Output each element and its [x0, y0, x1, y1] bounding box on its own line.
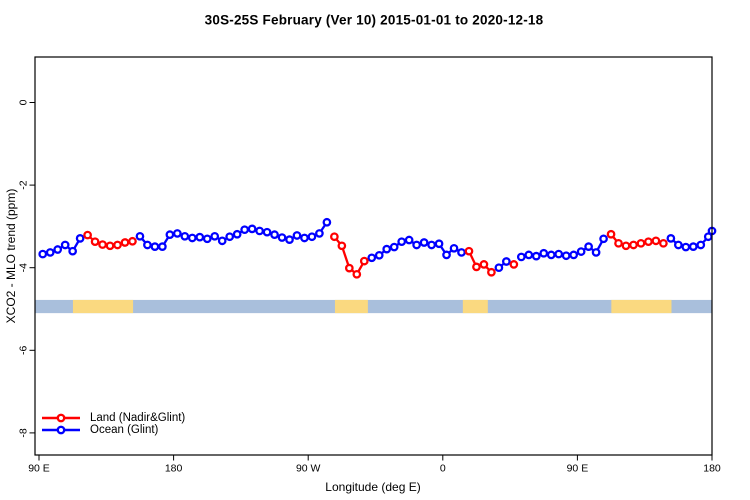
legend-item-ocean: Ocean (Glint) — [40, 424, 185, 436]
legend-label-ocean: Ocean (Glint) — [90, 424, 159, 436]
svg-text:0: 0 — [18, 99, 30, 105]
chart-title: 30S-25S February (Ver 10) 2015-01-01 to … — [204, 12, 544, 28]
legend-swatch-land-icon — [42, 413, 80, 423]
legend-label-land: Land (Nadir&Glint) — [90, 412, 186, 424]
svg-text:-4: -4 — [18, 263, 30, 272]
svg-text:180: 180 — [703, 463, 721, 475]
legend-swatch-ocean-icon — [42, 425, 80, 435]
x-axis-label: Longitude (deg E) — [325, 480, 421, 494]
svg-text:-8: -8 — [18, 428, 30, 437]
legend: Land (Nadir&Glint) Ocean (Glint) — [40, 412, 185, 436]
svg-text:90 E: 90 E — [28, 463, 50, 475]
svg-text:90 W: 90 W — [296, 463, 321, 475]
svg-text:-2: -2 — [18, 180, 30, 189]
svg-text:90 E: 90 E — [567, 463, 589, 475]
svg-text:-6: -6 — [18, 345, 30, 354]
svg-text:0: 0 — [440, 463, 446, 475]
svg-text:180: 180 — [165, 463, 183, 475]
legend-item-land: Land (Nadir&Glint) — [40, 412, 185, 424]
